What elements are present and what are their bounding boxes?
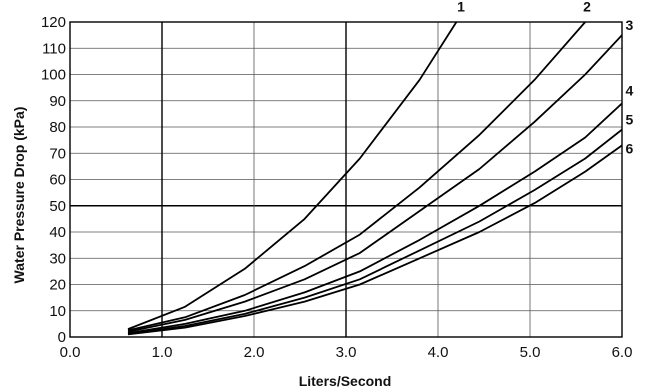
curve-label-3: 3 [625, 17, 633, 33]
series-line-5 [127, 128, 622, 335]
curve-label-5: 5 [625, 111, 633, 127]
x-tick-label: 1.0 [152, 344, 173, 361]
x-tick-label: 6.0 [612, 344, 633, 361]
y-tick-label: 10 [49, 303, 66, 320]
y-tick-label: 90 [49, 93, 66, 110]
y-tick-label: 100 [41, 67, 66, 84]
y-tick-label: 30 [49, 250, 66, 267]
plot-frame [69, 21, 623, 338]
series-line-6 [127, 144, 622, 336]
curve-label-1: 1 [457, 0, 465, 15]
series-line-2 [127, 22, 586, 332]
series-lines [127, 22, 622, 336]
y-tick-label: 40 [49, 224, 66, 241]
grid-lines [69, 21, 623, 338]
series-line-3 [127, 34, 622, 333]
tick-labels: 0 10 20 30 40 50 60 70 80 90 100 110 120 0.0 1.0 2.0 3.0… [41, 14, 632, 361]
series-line-4 [127, 102, 622, 334]
y-tick-label: 70 [49, 145, 66, 162]
y-tick-label: 0 [58, 329, 66, 346]
y-tick-label: 60 [49, 172, 66, 189]
y-axis-title: Water Pressure Drop (kPa) [11, 107, 27, 284]
x-tick-label: 3.0 [336, 344, 357, 361]
y-tick-label: 110 [42, 40, 66, 57]
x-tick-label: 2.0 [244, 344, 265, 361]
y-tick-label: 20 [49, 277, 66, 294]
y-tick-label: 120 [41, 14, 66, 31]
x-axis-title: Liters/Second [299, 373, 392, 389]
x-tick-label: 5.0 [520, 344, 541, 361]
curve-labels: 1 2 3 4 5 6 [457, 0, 633, 156]
x-tick-label: 4.0 [428, 344, 449, 361]
curve-label-4: 4 [625, 83, 633, 99]
series-line-1 [127, 22, 458, 330]
curve-label-2: 2 [583, 0, 591, 15]
curve-label-6: 6 [625, 140, 633, 156]
axes [69, 21, 623, 338]
y-tick-label: 50 [49, 198, 66, 215]
y-tick-label: 80 [49, 119, 66, 136]
x-tick-label: 0.0 [60, 344, 81, 361]
